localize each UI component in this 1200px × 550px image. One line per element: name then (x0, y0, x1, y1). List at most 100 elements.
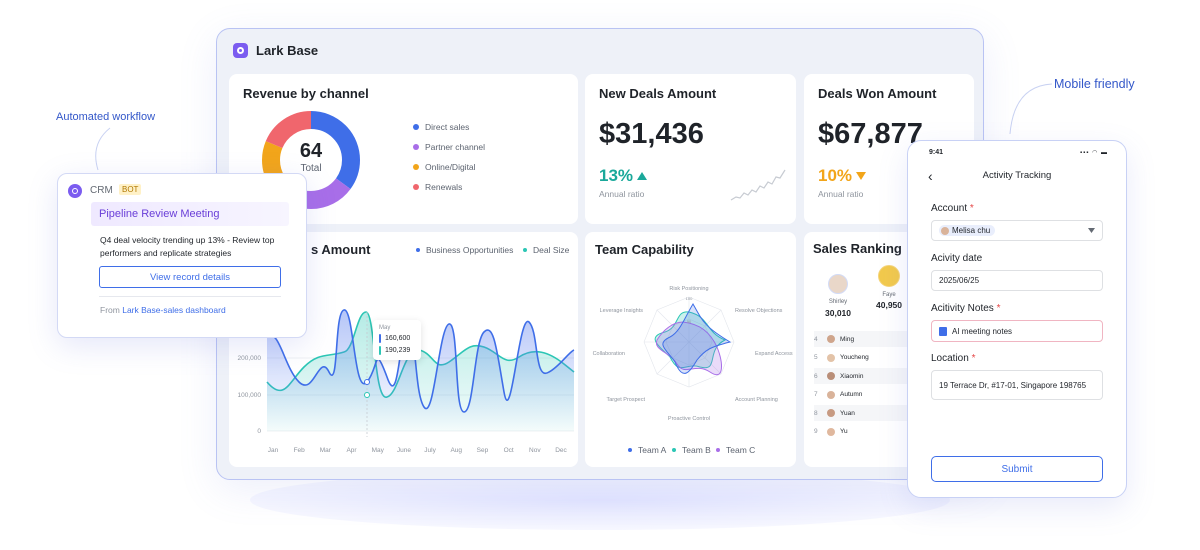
legend-online-digital: Online/Digital (413, 162, 476, 172)
axis-proactive-control: Proactive Control (668, 416, 710, 422)
callout-line-right (1009, 83, 1053, 135)
donut-center: 64 Total (291, 140, 331, 174)
axis-leverage-insights: Leverage Insights (600, 308, 644, 314)
legend-business-opportunities: Business Opportunities (416, 245, 513, 255)
amount-line-chart: 200,000 100,000 0 Jan Feb Mar Apr May June Jul… (238, 309, 575, 454)
notes-label: Acitivity Notes * (931, 303, 1001, 314)
rank-name: Autumn (840, 391, 863, 398)
donut-total: 64 (299, 140, 323, 162)
x-tick-label: Nov (529, 447, 541, 454)
window-header: Lark Base (233, 43, 318, 58)
required-icon: * (996, 303, 1001, 314)
y-tick-200000: 200,000 (238, 355, 262, 362)
date-field[interactable]: 2025/06/25 (931, 270, 1103, 291)
tooltip-month: May (379, 325, 391, 331)
business-opportunities-line (266, 309, 575, 413)
avatar (878, 265, 900, 287)
avatar (827, 335, 835, 343)
location-label: Location * (931, 353, 976, 364)
legend-dot (413, 184, 419, 190)
avatar (827, 390, 835, 399)
x-tick-label: Aug (450, 447, 462, 454)
lark-base-logo-icon (233, 43, 248, 58)
avatar (827, 409, 835, 417)
rank-name: Yuan (840, 409, 855, 417)
x-tick-label: Mar (320, 447, 332, 454)
legend-dot (416, 248, 420, 252)
status-icons: ▪▪▪ ◠ ▬ (1080, 150, 1108, 156)
rank-name: Ming (840, 335, 855, 343)
new-deals-value: $31,436 (599, 118, 704, 150)
chart-tooltip: May 160,600 190,239 (373, 320, 421, 360)
legend-direct-sales: Direct sales (413, 122, 469, 132)
y-tick-0: 0 (257, 428, 261, 435)
rank-name: Xiaomin (840, 372, 864, 380)
x-tick-label: July (424, 447, 436, 454)
donut-slice-partner (262, 111, 360, 209)
avatar (827, 372, 835, 380)
avatar (827, 353, 835, 362)
location-field[interactable]: 19 Terrace Dr, #17-01, Singapore 198765 (931, 370, 1103, 400)
deals-won-title: Deals Won Amount (818, 86, 937, 101)
account-chip: Melisa chu (939, 225, 996, 236)
notes-field[interactable]: AI meeting notes (931, 320, 1103, 342)
account-select[interactable]: Melisa chu (931, 220, 1103, 241)
legend-team-c: Team C (716, 445, 755, 455)
date-label: Acivity date (931, 253, 983, 264)
legend-renewals: Renewals (413, 182, 462, 192)
view-record-button[interactable]: View record details (99, 266, 281, 288)
dashboard-window: Lark Base Revenue by channel 64 Total Di… (216, 28, 984, 480)
rank-number: 5 (814, 354, 818, 361)
x-tick-label: Oct (504, 447, 514, 454)
new-deals-ratio: Annual ratio (599, 189, 645, 199)
axis-target-prospect: Target Prospect (606, 397, 645, 403)
mobile-form: 9:41 ▪▪▪ ◠ ▬ ‹ Activity Tracking Account… (907, 140, 1127, 498)
trend-down-icon (856, 172, 867, 180)
new-deals-card: New Deals Amount $31,436 13% Annual rati… (585, 74, 796, 224)
hover-point[interactable] (364, 379, 370, 385)
x-tick-label: Sep (477, 447, 489, 454)
revenue-title: Revenue by channel (243, 86, 369, 101)
source-link[interactable]: Lark Base-sales dashboard (122, 305, 226, 315)
required-icon: * (969, 203, 974, 214)
crm-notification-card: CRM BOT Pipeline Review Meeting Q4 deal … (57, 173, 307, 338)
rank-number: 7 (814, 391, 818, 398)
new-deals-title: New Deals Amount (599, 86, 717, 101)
axis-risk-positioning: Risk Positioning (669, 286, 708, 292)
tooltip-row-1: 160,600 (379, 334, 415, 343)
trend-up-icon (637, 172, 648, 180)
new-deals-pct: 13% (599, 166, 648, 186)
tooltip-marker (379, 346, 381, 355)
rank-2-value: 30,010 (825, 308, 851, 318)
avatar (827, 427, 835, 436)
rank-2-name: Shirley (828, 299, 848, 305)
x-tick-label: Apr (346, 447, 357, 454)
crm-logo-icon (68, 184, 82, 198)
automated-workflow-callout: Automated workflow (56, 111, 156, 123)
required-icon: * (971, 353, 976, 364)
callout-line-left (95, 127, 111, 171)
rank-name: Yu (840, 428, 848, 435)
hover-point[interactable] (364, 392, 370, 398)
bot-badge: BOT (119, 184, 142, 195)
account-label: Account * (931, 203, 974, 214)
rank-1-value: 40,950 (876, 300, 902, 310)
axis-resolve-objections: Resolve Objections (735, 308, 783, 314)
app-title: Lark Base (256, 43, 319, 58)
radar-chart: Risk Positioning Resolve Objections Expa… (593, 286, 793, 422)
pipeline-heading: Pipeline Review Meeting (91, 202, 289, 226)
rank-number: 6 (814, 372, 818, 380)
new-deals-sparkline (730, 169, 786, 201)
deals-won-ratio: Annual ratio (818, 189, 864, 199)
back-chevron-icon[interactable]: ‹ (928, 168, 933, 184)
team-capability-card: Team Capability Risk Positioning Resolve… (585, 232, 796, 467)
x-tick-label: Jan (268, 447, 279, 454)
legend-dot (523, 248, 527, 252)
submit-button[interactable]: Submit (931, 456, 1103, 482)
rank-number: 8 (814, 409, 818, 417)
legend-dot (628, 448, 632, 452)
bottom-glow (250, 470, 950, 530)
crm-name: CRM (90, 185, 113, 196)
x-tick-label: June (397, 447, 411, 454)
tooltip-row-2: 190,239 (379, 346, 415, 355)
